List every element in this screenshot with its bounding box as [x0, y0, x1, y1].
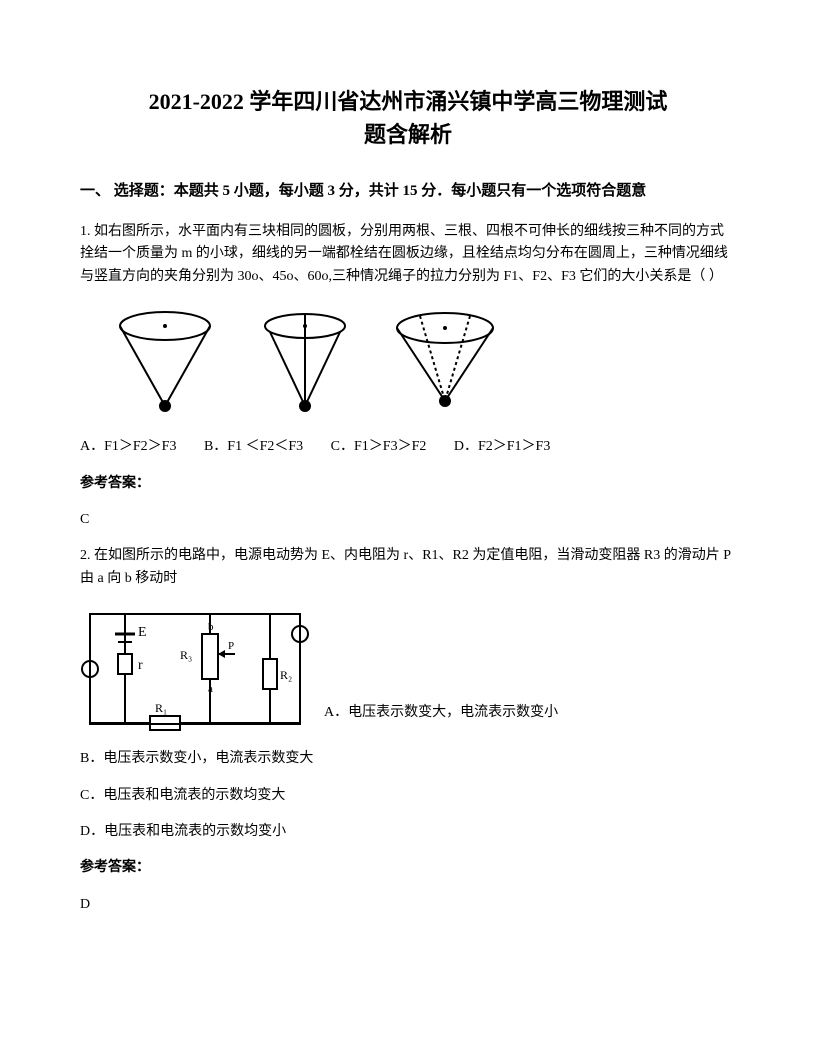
q2-circuit-row: E r R₃ b a P R₁ R₂ A．电压表示数变大，电流表示数变小 [80, 604, 736, 734]
title-line2: 题含解析 [364, 122, 452, 147]
title-line1: 2021-2022 学年四川省达州市涌兴镇中学高三物理测试 [149, 89, 668, 114]
cone-figure-3 [390, 306, 500, 416]
label-R3: R₃ [180, 648, 192, 662]
cone-figure-2 [250, 306, 360, 416]
q1-optD: D．F2＞F1＞F3 [454, 439, 550, 454]
question-2: 2. 在如图所示的电路中，电源电动势为 E、内电阻为 r、R1、R2 为定值电阻… [80, 545, 736, 590]
q1-text: 1. 如右图所示，水平面内有三块相同的圆板，分别用两根、三根、四根不可伸长的细线… [80, 221, 736, 288]
q1-answer-label: 参考答案： [80, 473, 736, 495]
q1-optA: A．F1＞F2＞F3 [80, 439, 176, 454]
section-header: 一、 选择题：本题共 5 小题，每小题 3 分，共计 15 分．每小题只有一个选… [80, 179, 736, 203]
q1-answer: C [80, 509, 736, 531]
cone-figure-1 [110, 306, 220, 416]
q1-options: A．F1＞F2＞F3 B．F1 ＜F2＜F3 C．F1＞F3＞F2 D．F2＞F… [80, 436, 736, 458]
q1-figures [110, 306, 736, 416]
label-E: E [138, 625, 147, 640]
label-P: P [228, 640, 234, 652]
q2-optA: A．电压表示数变大，电流表示数变小 [324, 702, 558, 734]
q2-optB: B．电压表示数变小，电流表示数变大 [80, 748, 736, 770]
label-R1: R₁ [155, 701, 167, 715]
label-b: b [208, 621, 214, 633]
q2-optC: C．电压表和电流表的示数均变大 [80, 785, 736, 807]
label-R2: R₂ [280, 668, 292, 682]
q2-optD: D．电压表和电流表的示数均变小 [80, 821, 736, 843]
q2-answer: D [80, 894, 736, 916]
question-1: 1. 如右图所示，水平面内有三块相同的圆板，分别用两根、三根、四根不可伸长的细线… [80, 221, 736, 288]
circuit-figure: E r R₃ b a P R₁ R₂ [80, 604, 310, 734]
q1-optB: B．F1 ＜F2＜F3 [204, 439, 303, 454]
page-title: 2021-2022 学年四川省达州市涌兴镇中学高三物理测试 题含解析 [80, 85, 736, 151]
q1-optC: C．F1＞F3＞F2 [331, 439, 427, 454]
q2-text: 2. 在如图所示的电路中，电源电动势为 E、内电阻为 r、R1、R2 为定值电阻… [80, 545, 736, 590]
label-r: r [138, 658, 143, 673]
q2-answer-label: 参考答案： [80, 857, 736, 879]
